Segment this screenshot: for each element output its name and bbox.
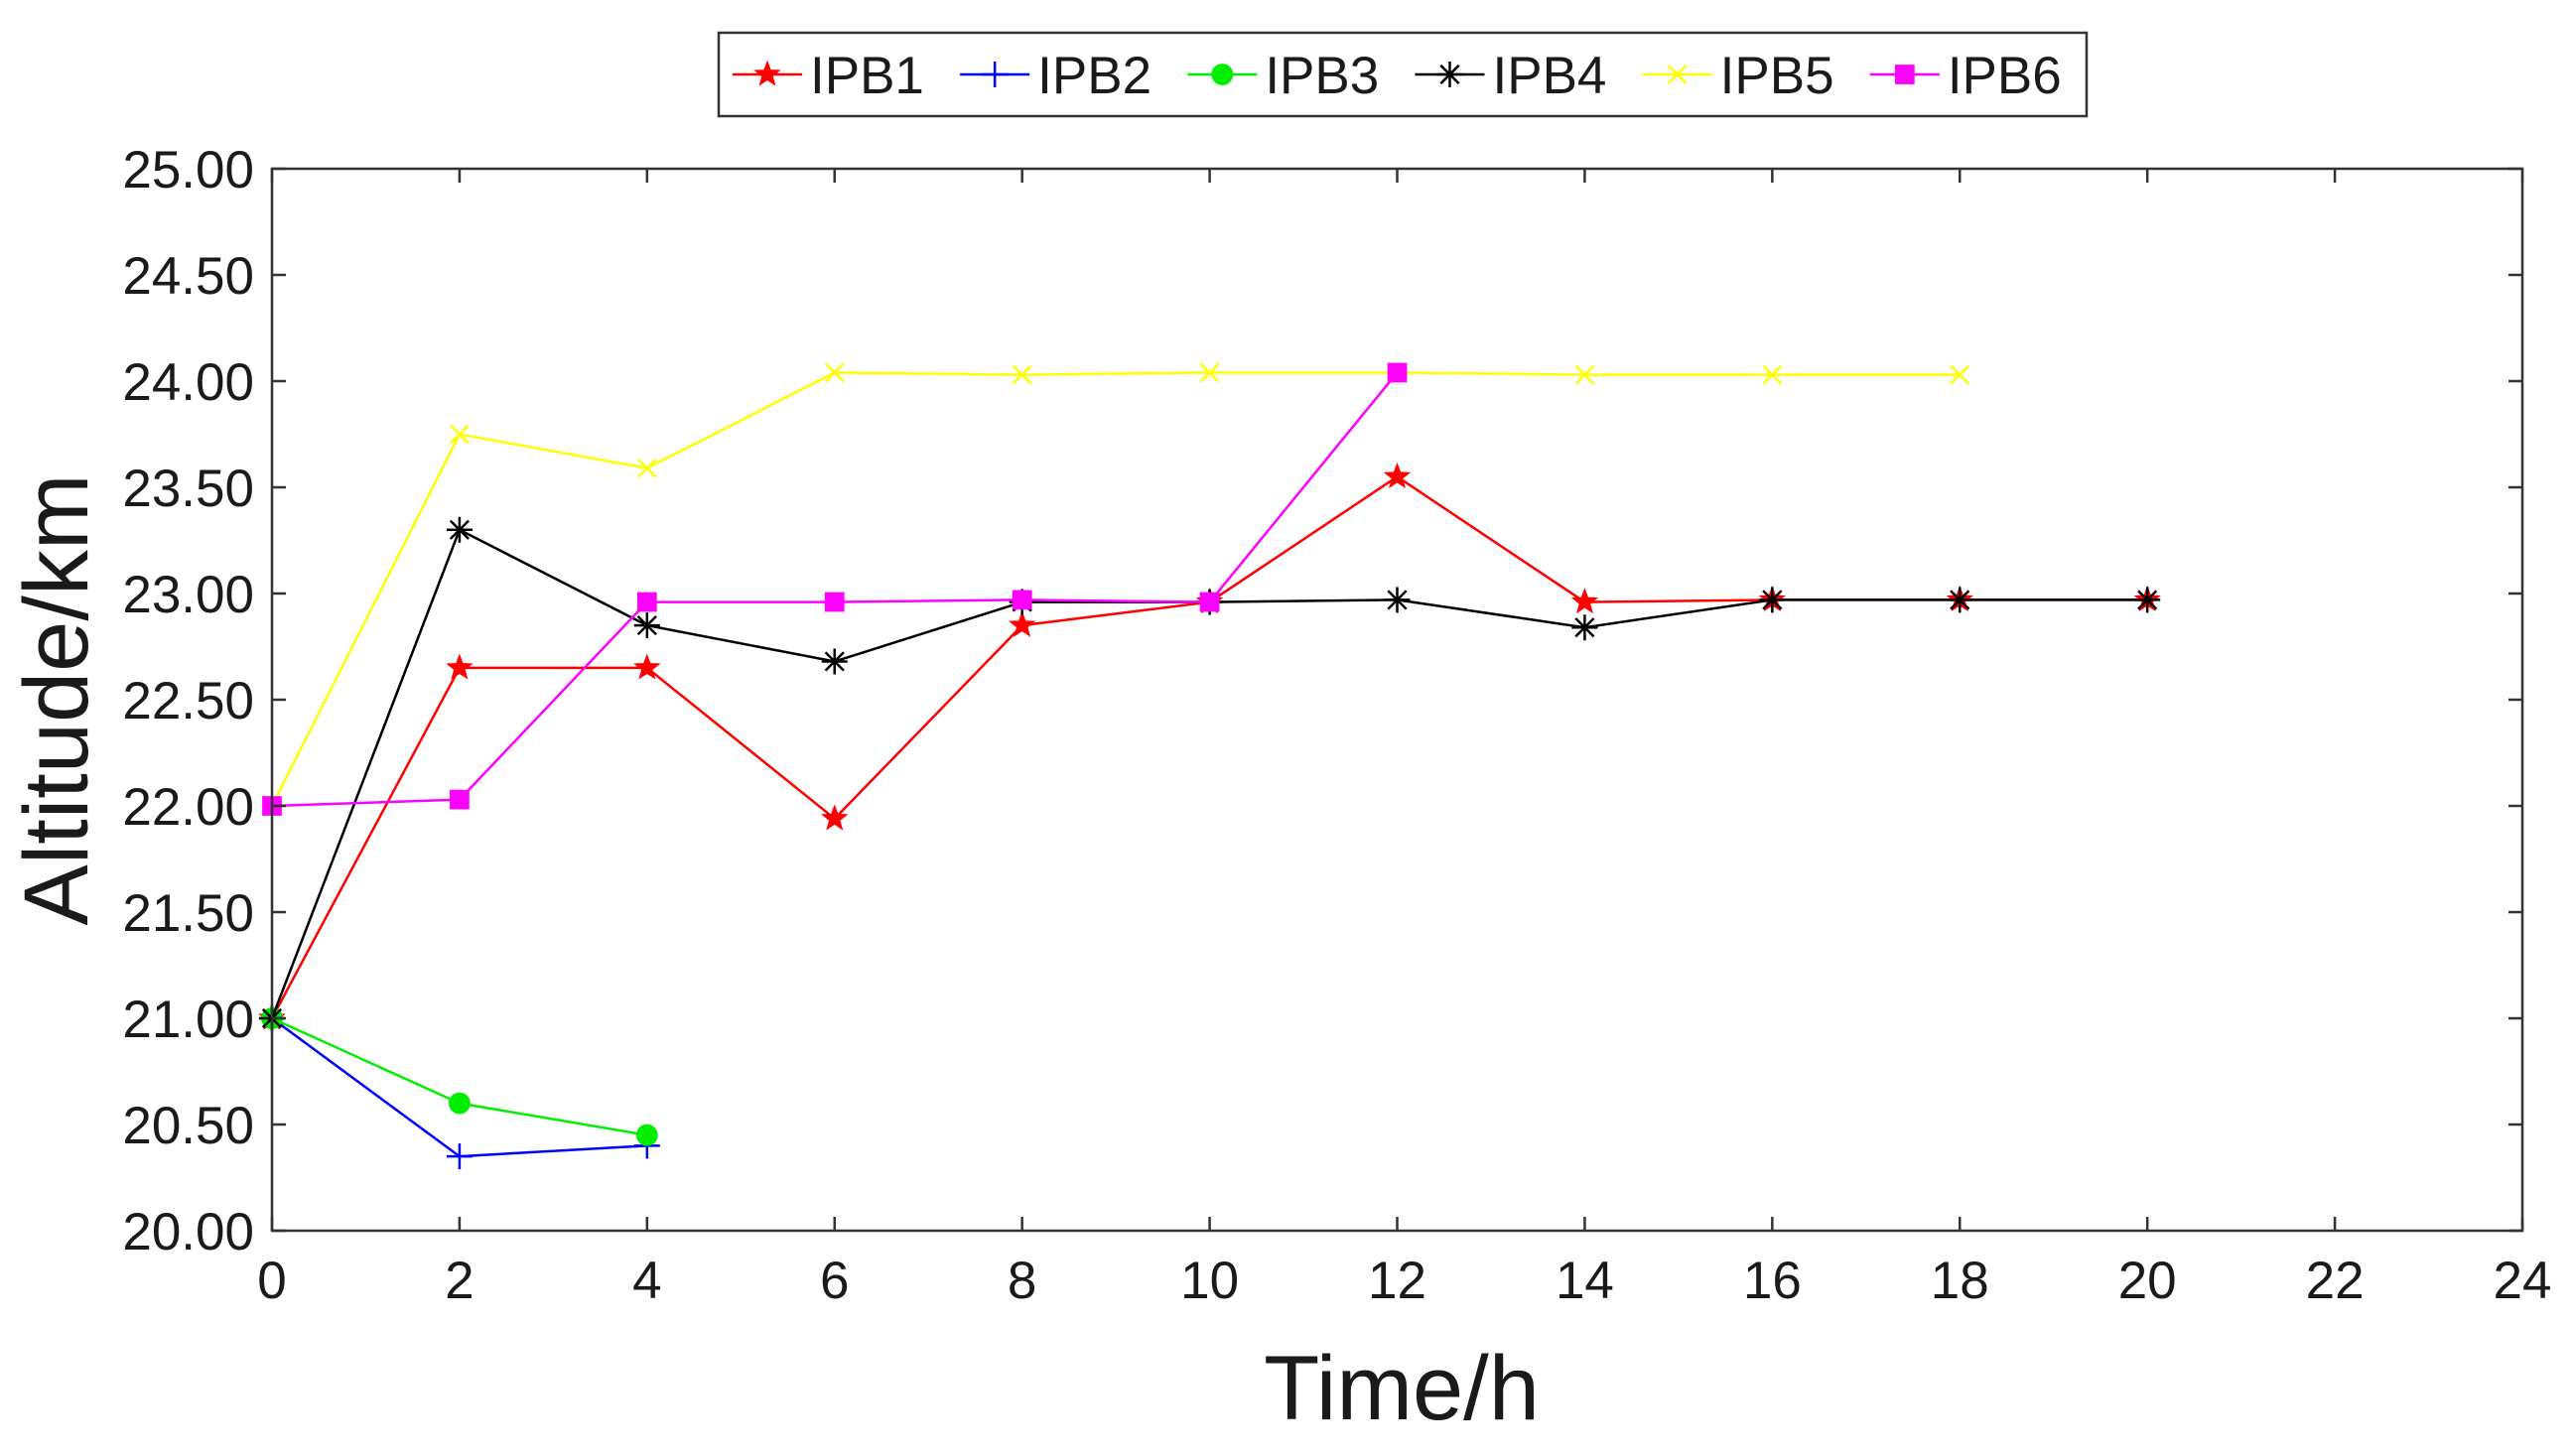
- y-tick-label: 20.50: [122, 1097, 254, 1155]
- y-axis-title: Altitude/km: [6, 473, 107, 925]
- legend-label: IPB5: [1720, 47, 1834, 105]
- data-point-asterisk: [633, 612, 660, 639]
- data-point-x: [1667, 65, 1688, 84]
- data-point-x: [636, 458, 657, 478]
- legend-item-IPB3: IPB3: [1187, 47, 1379, 105]
- x-tick-label: 2: [445, 1252, 474, 1310]
- series-IPB6: [262, 362, 1408, 816]
- data-point-asterisk: [821, 648, 848, 675]
- data-point-x: [1950, 364, 1970, 385]
- data-point-star: [753, 60, 781, 86]
- data-point-square: [450, 789, 470, 810]
- y-tick-label: 20.00: [122, 1203, 254, 1261]
- data-point-asterisk: [1436, 62, 1463, 87]
- data-point-asterisk: [1384, 587, 1411, 613]
- x-tick-label: 22: [2306, 1252, 2365, 1310]
- x-tick-label: 16: [1743, 1252, 1802, 1310]
- data-point-circle: [635, 1124, 658, 1146]
- data-point-square: [1894, 65, 1915, 84]
- x-axis-title: Time/h: [1264, 1338, 1540, 1439]
- data-point-star: [1008, 610, 1036, 637]
- data-point-star: [821, 804, 849, 831]
- x-tick-label: 6: [820, 1252, 849, 1310]
- x-tick-label: 24: [2494, 1252, 2552, 1310]
- legend-item-IPB4: IPB4: [1415, 47, 1607, 105]
- y-tick-label: 23.50: [122, 460, 254, 518]
- legend-box: [717, 31, 2089, 118]
- y-tick-label: 21.00: [122, 991, 254, 1049]
- x-tick-label: 20: [2118, 1252, 2177, 1310]
- data-point-x: [1574, 364, 1595, 385]
- data-point-x: [449, 424, 470, 445]
- data-point-star: [1383, 462, 1412, 488]
- x-tick-label: 12: [1368, 1252, 1426, 1310]
- data-point-square: [1012, 590, 1032, 610]
- data-point-plus: [446, 1143, 473, 1170]
- y-tick-label: 22.50: [122, 672, 254, 730]
- data-point-circle: [1211, 64, 1234, 85]
- legend-item-IPB5: IPB5: [1642, 47, 1834, 105]
- legend-label: IPB1: [810, 47, 924, 105]
- data-point-x: [1012, 364, 1032, 385]
- x-tick-label: 0: [257, 1252, 286, 1310]
- plot-area: [258, 362, 2161, 1170]
- data-point-square: [636, 592, 657, 612]
- axes: 0 2 4 6 8 10 12 14 16 18 20 22 2420.0020.5021.0021.5…: [122, 141, 2551, 1310]
- legend-label: IPB2: [1037, 47, 1152, 105]
- data-point-circle: [449, 1092, 471, 1115]
- x-tick-label: 8: [1008, 1252, 1036, 1310]
- data-point-square: [1387, 362, 1408, 383]
- data-point-x: [1199, 362, 1220, 383]
- data-point-asterisk: [446, 516, 473, 543]
- data-point-asterisk: [1759, 587, 1786, 613]
- legend-label: IPB3: [1265, 47, 1379, 105]
- data-point-star: [446, 653, 474, 680]
- series-line-IPB5: [270, 371, 1961, 807]
- y-tick-label: 23.00: [122, 566, 254, 624]
- data-point-square: [824, 592, 845, 612]
- data-point-asterisk: [1947, 587, 1973, 613]
- legend-item-IPB6: IPB6: [1869, 47, 2062, 105]
- x-tick-label: 10: [1180, 1252, 1239, 1310]
- legend-label: IPB6: [1948, 47, 2062, 105]
- data-point-star: [633, 653, 661, 680]
- data-point-star: [1570, 588, 1599, 614]
- y-tick-label: 25.00: [122, 141, 254, 199]
- data-point-x: [1762, 364, 1783, 385]
- data-point-x: [824, 362, 845, 383]
- x-tick-label: 18: [1931, 1252, 1989, 1310]
- y-tick-label: 22.00: [122, 778, 254, 837]
- y-tick-label: 24.00: [122, 353, 254, 412]
- legend-label: IPB4: [1493, 47, 1607, 105]
- data-point-square: [1199, 592, 1220, 612]
- data-point-plus: [982, 62, 1009, 87]
- data-point-asterisk: [1571, 614, 1598, 641]
- data-point-asterisk: [2134, 587, 2161, 613]
- y-tick-label: 24.50: [122, 247, 254, 306]
- legend: IPB1 IPB2 IPB3 IPB4 IPB5 IPB6: [717, 31, 2089, 118]
- y-tick-label: 21.50: [122, 884, 254, 943]
- x-tick-label: 4: [632, 1252, 661, 1310]
- legend-item-IPB2: IPB2: [960, 47, 1152, 105]
- x-tick-label: 14: [1556, 1252, 1614, 1310]
- legend-item-IPB1: IPB1: [733, 47, 924, 105]
